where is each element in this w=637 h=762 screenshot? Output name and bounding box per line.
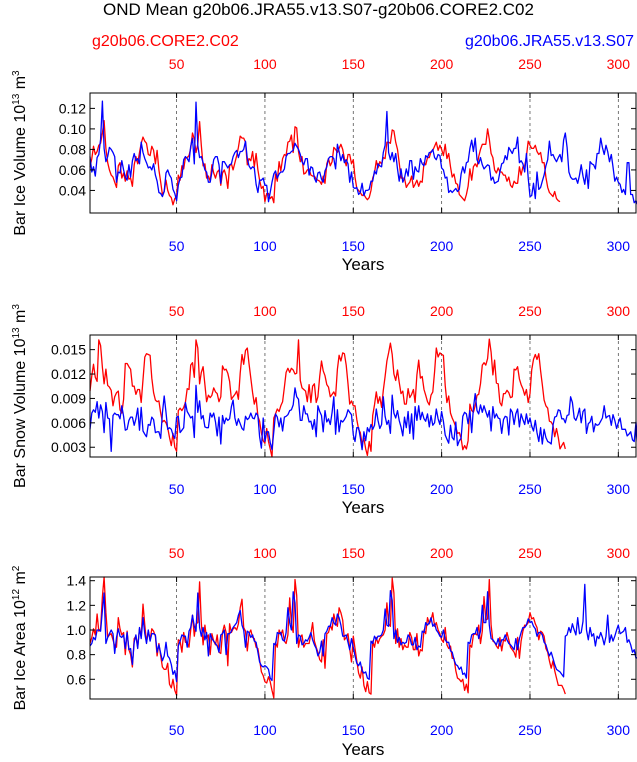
x-tick-label-top: 50 xyxy=(169,545,185,561)
series-line-core2 xyxy=(89,120,561,206)
x-tick-label-top: 300 xyxy=(607,303,631,319)
legend-jra55: g20b06.JRA55.v13.S07 xyxy=(464,33,634,50)
y-tick-label: 1.2 xyxy=(67,597,87,613)
y-tick-label: 0.009 xyxy=(51,390,86,406)
y-axis-label-exponent: 3 xyxy=(11,70,22,76)
x-tick-label-bottom: 50 xyxy=(169,722,185,738)
x-tick-label-top: 250 xyxy=(518,545,542,561)
x-tick-label-top: 150 xyxy=(342,56,366,72)
x-tick-label-bottom: 150 xyxy=(342,722,366,738)
y-axis-label-exponent: 2 xyxy=(11,565,22,571)
y-tick-label: 0.08 xyxy=(59,141,86,157)
x-tick-label-bottom: 100 xyxy=(253,722,277,738)
x-tick-label-top: 200 xyxy=(430,303,454,319)
y-axis-label-exponent: 13 xyxy=(11,93,22,105)
y-tick-label: 0.015 xyxy=(51,342,86,358)
x-tick-label-top: 250 xyxy=(518,303,542,319)
y-tick-label: 0.06 xyxy=(59,162,86,178)
y-axis-label: Bar Ice Volume 1013 m3 xyxy=(11,70,29,236)
x-tick-label-top: 200 xyxy=(430,545,454,561)
x-tick-label-top: 100 xyxy=(253,545,277,561)
y-axis-label-part: m xyxy=(12,571,29,589)
x-tick-label-top: 100 xyxy=(253,56,277,72)
x-tick-label-bottom: 50 xyxy=(169,481,185,497)
y-axis-label-part: m xyxy=(12,76,29,94)
x-tick-label-bottom: 100 xyxy=(253,481,277,497)
y-tick-label: 0.6 xyxy=(67,671,87,687)
y-axis-label: Bar Snow Volume 1013 m3 xyxy=(11,304,29,488)
plot-frame xyxy=(89,576,637,700)
x-tick-label-bottom: 150 xyxy=(342,238,366,254)
x-tick-label-bottom: 300 xyxy=(607,722,631,738)
y-tick-label: 0.006 xyxy=(51,415,86,431)
plot-frame xyxy=(89,334,637,458)
chart-panel-3: 0.6 0.8 1.0 1.2 1.4 50 100 150 200 250 300 50 100 150… xyxy=(11,545,637,759)
series-line-jra55 xyxy=(89,384,637,452)
x-tick-label-bottom: 150 xyxy=(342,481,366,497)
y-axis-label-exponent: 12 xyxy=(11,589,22,601)
x-tick-label-bottom: 250 xyxy=(518,722,542,738)
plot-frame xyxy=(89,92,637,214)
y-axis-label-part: m xyxy=(12,310,29,328)
x-tick-label-top: 250 xyxy=(518,56,542,72)
series-line-core2 xyxy=(89,576,566,699)
y-axis-label-part: Bar Ice Volume 10 xyxy=(12,105,29,236)
x-axis-label: Years xyxy=(342,255,385,274)
x-tick-label-top: 150 xyxy=(342,545,366,561)
series-line-jra55 xyxy=(89,100,637,205)
y-tick-label: 0.012 xyxy=(51,366,86,382)
x-tick-label-top: 100 xyxy=(253,303,277,319)
x-tick-label-top: 50 xyxy=(169,303,185,319)
y-tick-label: 1.4 xyxy=(67,573,87,589)
x-tick-label-top: 300 xyxy=(607,56,631,72)
y-axis-label: Bar Ice Area 1012 m2 xyxy=(11,565,29,710)
x-axis-label: Years xyxy=(342,740,385,759)
legend-core2: g20b06.CORE2.C02 xyxy=(92,33,239,50)
chart-panel-1: 0.04 0.06 0.08 0.10 0.12 50 100 150 200 250 300 50 1… xyxy=(11,56,637,274)
y-axis-label-exponent: 13 xyxy=(11,327,22,339)
y-axis-label-part: Bar Ice Area 10 xyxy=(12,600,29,710)
series-line-core2 xyxy=(89,338,566,458)
x-axis-label: Years xyxy=(342,498,385,517)
y-tick-label: 0.003 xyxy=(51,439,86,455)
x-tick-label-bottom: 300 xyxy=(607,238,631,254)
x-tick-label-bottom: 50 xyxy=(169,238,185,254)
x-tick-label-bottom: 200 xyxy=(430,481,454,497)
series-line-jra55 xyxy=(89,583,637,683)
x-tick-label-bottom: 200 xyxy=(430,238,454,254)
y-tick-label: 0.04 xyxy=(59,182,86,198)
y-axis-label-part: Bar Snow Volume 10 xyxy=(12,338,29,488)
y-tick-label: 0.8 xyxy=(67,647,87,663)
y-tick-label: 0.12 xyxy=(59,100,86,116)
x-tick-label-bottom: 200 xyxy=(430,722,454,738)
y-tick-label: 0.10 xyxy=(59,121,86,137)
x-tick-label-bottom: 250 xyxy=(518,238,542,254)
y-axis-label-exponent: 3 xyxy=(11,304,22,310)
chart-panel-2: 0.003 0.006 0.009 0.012 0.015 50 100 150 200 250 3… xyxy=(11,303,637,517)
x-tick-label-bottom: 100 xyxy=(253,238,277,254)
figure-title: OND Mean g20b06.JRA55.v13.S07-g20b06.COR… xyxy=(103,0,534,19)
x-tick-label-top: 150 xyxy=(342,303,366,319)
x-tick-label-top: 300 xyxy=(607,545,631,561)
x-tick-label-bottom: 300 xyxy=(607,481,631,497)
x-tick-label-top: 50 xyxy=(169,56,185,72)
x-tick-label-top: 200 xyxy=(430,56,454,72)
x-tick-label-bottom: 250 xyxy=(518,481,542,497)
y-tick-label: 1.0 xyxy=(67,622,87,638)
